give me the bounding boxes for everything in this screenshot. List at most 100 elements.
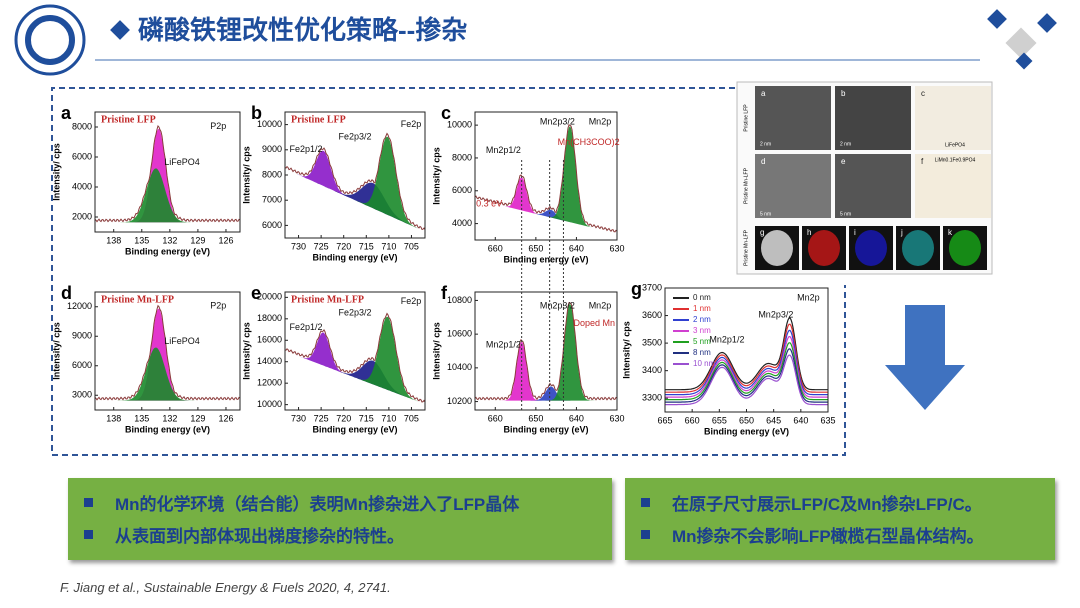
spectrum-panel: 730 725 720 715 710 705 10000 12000 14000 16000 18…	[241, 283, 426, 434]
tem-scale: 2 nm	[760, 141, 771, 147]
x-axis-label: Binding energy (eV)	[312, 252, 397, 262]
tem-image	[755, 154, 831, 218]
peak-label: Mn2p	[589, 301, 612, 311]
down-arrow	[885, 305, 965, 410]
panel-letter: g	[631, 279, 642, 299]
legend-label: 10 nm	[693, 359, 716, 368]
tem-map-particle	[808, 230, 840, 266]
x-tick-label: 129	[190, 413, 205, 423]
x-tick-label: 730	[291, 241, 306, 251]
spectrum-line	[94, 304, 241, 401]
y-tick-label: 3500	[642, 337, 662, 347]
plot-frame	[94, 291, 241, 411]
y-tick-label: 12000	[67, 301, 92, 311]
y-tick-label: 3000	[72, 390, 92, 400]
peak-fit	[285, 136, 425, 232]
tem-image	[835, 154, 911, 218]
legend-label: 0 nm	[693, 293, 711, 302]
peak-fit	[475, 386, 617, 401]
x-tick-label: 715	[359, 241, 374, 251]
y-tick-label: 20000	[257, 292, 282, 302]
x-axis-label: Binding energy (eV)	[125, 424, 210, 434]
x-tick-label: 129	[190, 235, 205, 245]
y-tick-label: 9000	[262, 144, 282, 154]
tem-row-label: Pristine LFP	[743, 104, 749, 132]
peak-label: Fe2p3/2	[338, 132, 371, 142]
x-tick-label: 650	[739, 415, 754, 425]
x-tick-label: 132	[162, 413, 177, 423]
tem-scale: 5 nm	[760, 211, 771, 217]
y-tick-label: 14000	[257, 356, 282, 366]
logo	[14, 4, 86, 76]
y-axis-label: Intensity/ cps	[431, 322, 441, 380]
x-tick-label: 650	[528, 413, 543, 423]
spectrum-line	[665, 348, 828, 403]
bullet-text: 从表面到内部体现出梯度掺杂的特性。	[115, 526, 404, 546]
spectrum-line	[284, 312, 426, 403]
spectrum-panel: 730 725 720 715 710 705 6000 7000 8000 9000 10000 B…	[241, 103, 426, 262]
y-tick-label: 4000	[72, 181, 92, 191]
panel-title: Pristine Mn-LFP	[291, 294, 364, 305]
spectrum-panel: 138 135 132 129 126 3000 6000 9000 12000 Binding …	[51, 283, 241, 434]
tem-letter: f	[921, 157, 924, 166]
x-tick-label: 725	[314, 413, 329, 423]
bullet: Mn掺杂不会影响LFP橄榄石型晶体结构。	[635, 518, 1045, 550]
spectrum-line	[665, 317, 828, 391]
tem-scale: 5 nm	[840, 211, 851, 217]
bullet-box-right: 在原子尺寸展示LFP/C及Mn掺杂LFP/C。 Mn掺杂不会影响LFP橄榄石型晶…	[625, 478, 1055, 560]
tem-letter: j	[900, 228, 903, 237]
spectrum-line	[94, 125, 241, 223]
y-tick-label: 7000	[262, 195, 282, 205]
spectrum-panel: 0 nm 1 nm 2 nm 3 nm 5 nm 8 nm 10 nm 665 660 655 65…	[621, 279, 835, 437]
tem-image	[755, 86, 831, 150]
y-axis-label: Intensity/ cps	[51, 143, 61, 201]
bullet-text: Mn的化学环境（结合能）表明Mn掺杂进入了LFP晶体	[115, 494, 520, 514]
tem-letter: k	[948, 228, 953, 237]
peak-label: Mn2p	[797, 292, 820, 302]
x-tick-label: 655	[712, 415, 727, 425]
legend-label: 2 nm	[693, 315, 711, 324]
panel-letter: e	[251, 283, 261, 303]
bullet: 从表面到内部体现出梯度掺杂的特性。	[78, 518, 602, 550]
tem-map-particle	[949, 230, 981, 266]
x-tick-label: 630	[609, 243, 624, 253]
panel-title: Pristine LFP	[291, 114, 346, 125]
y-tick-label: 9000	[72, 331, 92, 341]
tem-letter: c	[921, 89, 925, 98]
title-diamond	[110, 20, 130, 40]
x-tick-label: 132	[162, 235, 177, 245]
peak-label: Mn(CH3COO)2	[558, 137, 620, 147]
plot-frame	[94, 111, 241, 233]
y-tick-label: 10400	[447, 362, 472, 372]
tem-image	[915, 86, 991, 150]
corner-deco	[987, 9, 1057, 70]
figure-frame	[51, 87, 846, 456]
x-tick-label: 126	[218, 413, 233, 423]
peak-fit	[285, 332, 425, 405]
y-tick-label: 18000	[257, 313, 282, 323]
spectrum-line	[665, 323, 828, 393]
x-tick-label: 138	[106, 235, 121, 245]
peak-label: Mn2p	[589, 117, 612, 127]
x-tick-label: 720	[336, 413, 351, 423]
x-tick-label: 640	[793, 415, 808, 425]
peak-label: Mn2p3/2	[758, 310, 793, 320]
x-tick-label: 710	[381, 413, 396, 423]
y-tick-label: 3700	[642, 282, 662, 292]
plot-frame	[474, 291, 618, 411]
spectrum-panel: 660 650 640 630 10200 10400 10600 10800 Binding …	[431, 283, 624, 435]
peak-label: Fe2p3/2	[338, 308, 371, 318]
y-tick-label: 10200	[447, 396, 472, 406]
bullet-text: Mn掺杂不会影响LFP橄榄石型晶体结构。	[672, 526, 984, 546]
y-tick-label: 10000	[257, 119, 282, 129]
x-tick-label: 710	[381, 241, 396, 251]
slide-title: 磷酸铁锂改性优化策略--掺杂	[138, 15, 467, 45]
spectrum-line	[665, 329, 828, 396]
x-tick-label: 126	[218, 235, 233, 245]
tem-row-label: Pristine Mn-LFP	[743, 167, 749, 204]
x-tick-label: 715	[359, 413, 374, 423]
y-tick-label: 16000	[257, 335, 282, 345]
tem-image	[915, 154, 991, 218]
legend-label: 1 nm	[693, 304, 711, 313]
